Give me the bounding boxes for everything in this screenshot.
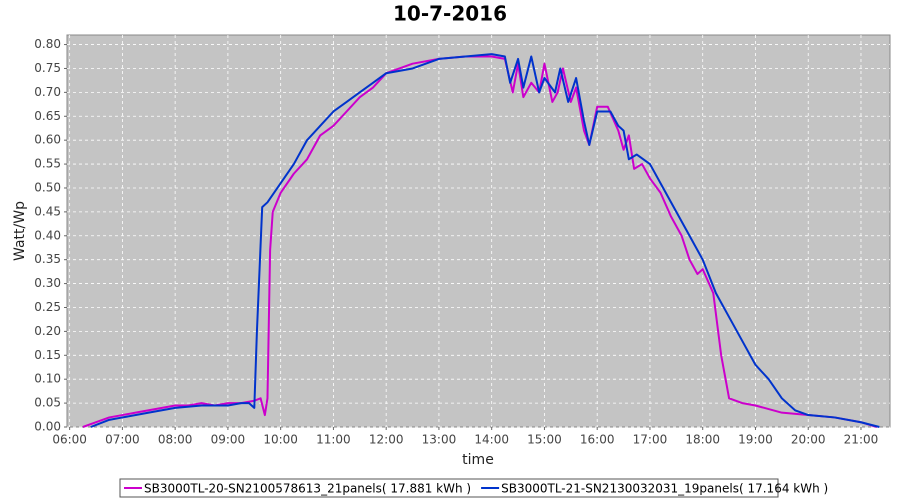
- y-tick-label: 0.55: [34, 157, 61, 171]
- x-tick-label: 17:00: [633, 433, 668, 447]
- series-line: [90, 53, 880, 428]
- y-tick-label: 0.00: [34, 420, 61, 434]
- x-tick-label: 16:00: [580, 433, 615, 447]
- y-axis-label: Watt/Wp: [12, 201, 28, 261]
- legend-box: [119, 478, 779, 498]
- x-tick-label: 09:00: [211, 433, 246, 447]
- x-tick-label: 07:00: [105, 433, 140, 447]
- y-tick-label: 0.50: [34, 180, 61, 194]
- y-tick-label: 0.70: [34, 85, 61, 99]
- x-tick-label: 08:00: [158, 433, 193, 447]
- y-tick-label: 0.35: [34, 252, 61, 266]
- x-axis-label: time: [462, 452, 494, 468]
- x-tick-label: 12:00: [369, 433, 404, 447]
- y-tick-label: 0.60: [34, 133, 61, 147]
- legend-label: SB3000TL-20-SN2100578613_21panels( 17.88…: [144, 482, 471, 496]
- chart-title: 10-7-2016: [393, 2, 507, 26]
- x-tick-label: 06:00: [52, 433, 87, 447]
- y-tick-label: 0.30: [34, 276, 61, 290]
- x-tick-label: 11:00: [316, 433, 351, 447]
- x-tick-label: 20:00: [791, 433, 826, 447]
- legend-label: SB3000TL-21-SN2130032031_19panels( 17.16…: [501, 482, 828, 496]
- series-line: [82, 55, 878, 428]
- x-tick-label: 18:00: [685, 433, 720, 447]
- y-tick-label: 0.15: [34, 348, 61, 362]
- y-tick-label: 0.05: [34, 396, 61, 410]
- y-tick-label: 0.45: [34, 204, 61, 218]
- plot-area: [66, 34, 891, 428]
- y-tick-label: 0.10: [34, 372, 61, 386]
- x-tick-label: 21:00: [844, 433, 879, 447]
- y-tick-label: 0.80: [34, 37, 61, 51]
- y-tick-label: 0.20: [34, 324, 61, 338]
- x-tick-label: 19:00: [738, 433, 773, 447]
- y-tick-label: 0.65: [34, 109, 61, 123]
- legend: SB3000TL-20-SN2100578613_21panels( 17.88…: [124, 482, 828, 496]
- x-tick-label: 15:00: [527, 433, 562, 447]
- y-tick-label: 0.25: [34, 300, 61, 314]
- y-tick-label: 0.40: [34, 228, 61, 242]
- x-tick-label: 14:00: [474, 433, 509, 447]
- x-tick-label: 10:00: [263, 433, 298, 447]
- x-tick-label: 13:00: [422, 433, 457, 447]
- y-tick-label: 0.75: [34, 61, 61, 75]
